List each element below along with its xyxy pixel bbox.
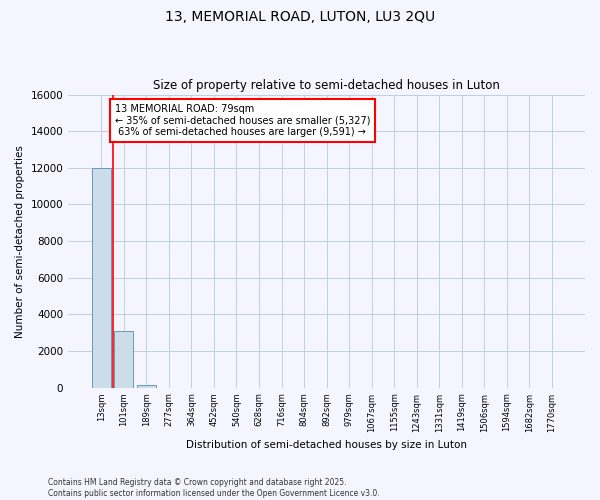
Title: Size of property relative to semi-detached houses in Luton: Size of property relative to semi-detach… — [153, 79, 500, 92]
Bar — [92, 168, 111, 388]
X-axis label: Distribution of semi-detached houses by size in Luton: Distribution of semi-detached houses by … — [186, 440, 467, 450]
Text: 13, MEMORIAL ROAD, LUTON, LU3 2QU: 13, MEMORIAL ROAD, LUTON, LU3 2QU — [165, 10, 435, 24]
Text: Contains HM Land Registry data © Crown copyright and database right 2025.
Contai: Contains HM Land Registry data © Crown c… — [48, 478, 380, 498]
Bar — [114, 331, 133, 388]
Bar — [137, 385, 156, 388]
Y-axis label: Number of semi-detached properties: Number of semi-detached properties — [15, 144, 25, 338]
Text: 13 MEMORIAL ROAD: 79sqm
← 35% of semi-detached houses are smaller (5,327)
 63% o: 13 MEMORIAL ROAD: 79sqm ← 35% of semi-de… — [115, 104, 370, 137]
